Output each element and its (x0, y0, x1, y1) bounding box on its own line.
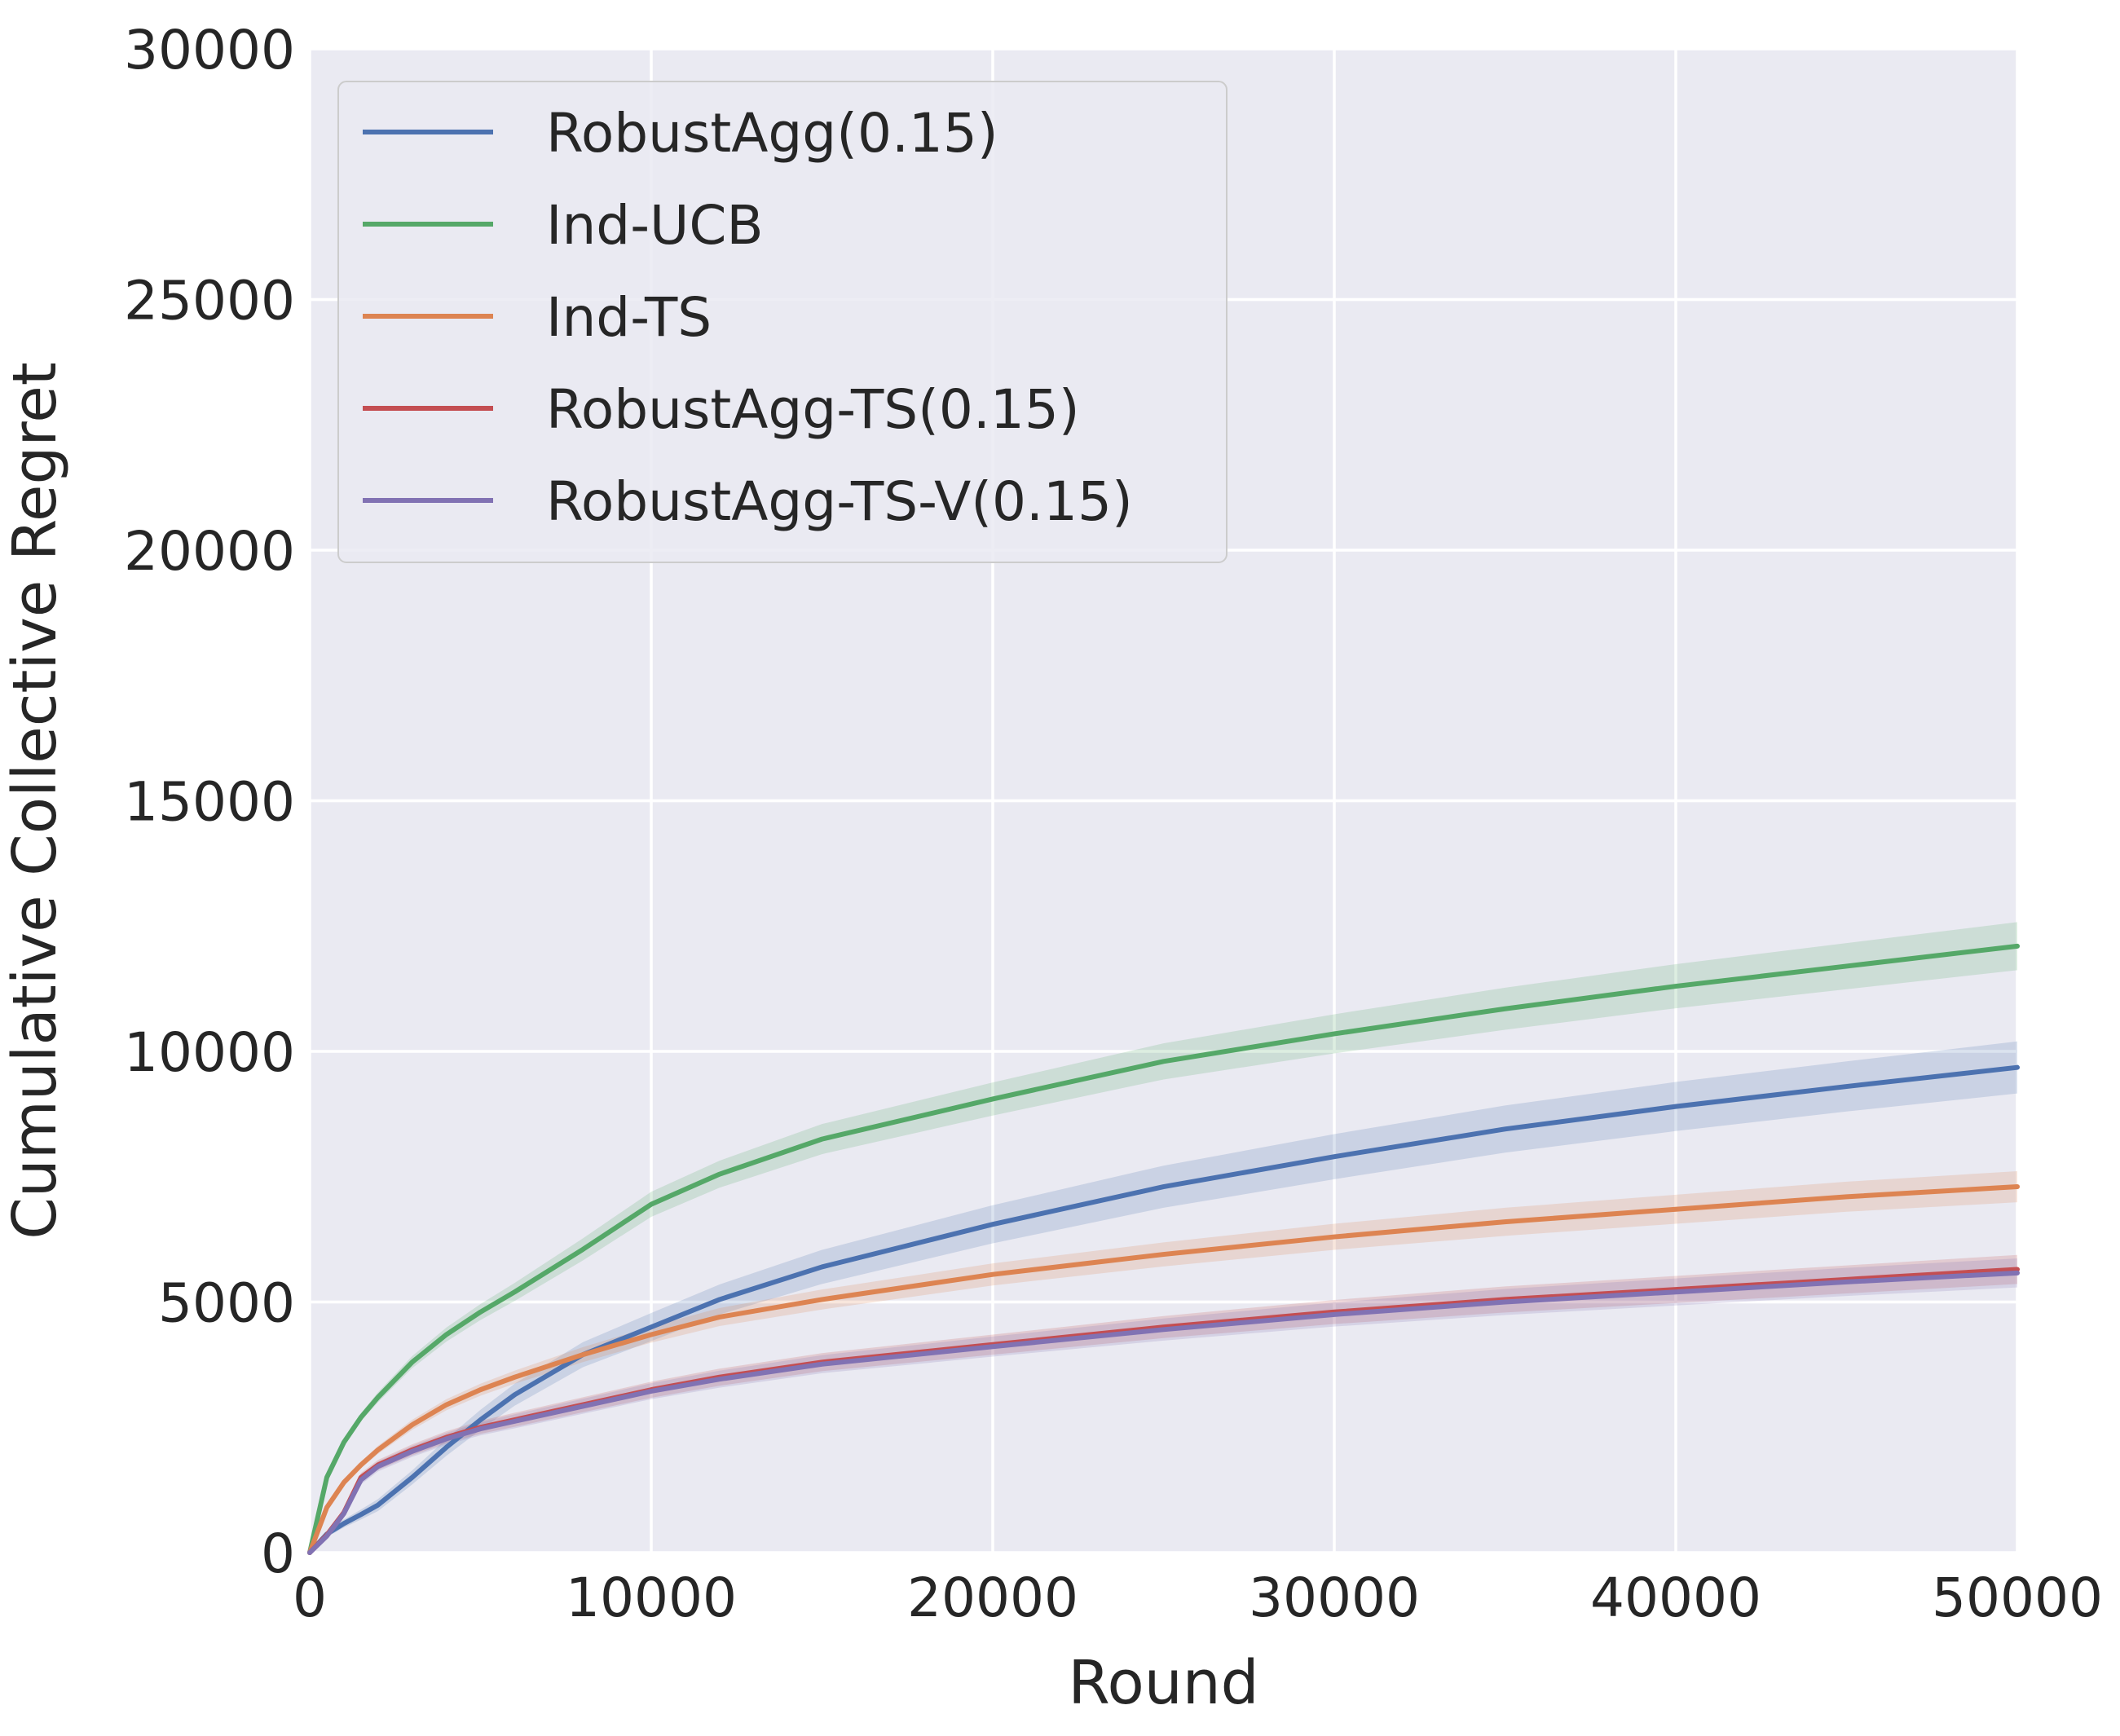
series-line (307, 943, 2020, 1555)
x-tick-label: 30000 (1249, 1566, 1420, 1629)
series-band (310, 1041, 2017, 1553)
series-lines (307, 943, 2020, 1555)
series-band (310, 922, 2017, 1553)
x-tick-label: 50000 (1932, 1566, 2103, 1629)
legend-label: RobustAgg(0.15) (546, 102, 998, 165)
y-tick-label: 30000 (124, 19, 295, 82)
legend-box (337, 81, 1227, 563)
legend-label: Ind-UCB (546, 194, 764, 257)
x-tick-label: 0 (293, 1566, 327, 1629)
x-axis-label: Round (1068, 1648, 1258, 1718)
y-tick-label: 15000 (124, 771, 295, 834)
x-tick-labels: 0 10000 20000 30000 40000 50000 (293, 1566, 2103, 1629)
y-tick-label: 20000 (124, 520, 295, 583)
confidence-bands (310, 922, 2017, 1553)
y-tick-label: 0 (261, 1522, 295, 1585)
legend: RobustAgg(0.15) Ind-UCB Ind-TS RobustAgg-TS… (337, 81, 1227, 563)
y-tick-label: 25000 (124, 270, 295, 333)
series-band (310, 1258, 2017, 1553)
y-tick-label: 5000 (158, 1272, 295, 1335)
x-tick-label: 10000 (566, 1566, 737, 1629)
series-line (307, 1064, 2020, 1555)
series-line (307, 1270, 2020, 1555)
legend-label: RobustAgg-TS-V(0.15) (546, 470, 1133, 533)
y-axis-label: Cumulative Collective Regret (0, 362, 70, 1240)
legend-label: RobustAgg-TS(0.15) (546, 378, 1080, 441)
series-band (310, 1170, 2017, 1553)
x-tick-label: 40000 (1590, 1566, 1761, 1629)
legend-label: Ind-TS (546, 286, 712, 349)
y-tick-labels: 0 5000 10000 15000 20000 25000 30000 (124, 19, 295, 1585)
x-tick-label: 20000 (907, 1566, 1078, 1629)
series-band (310, 1254, 2017, 1553)
y-tick-label: 10000 (124, 1021, 295, 1084)
series-line (307, 1184, 2020, 1555)
